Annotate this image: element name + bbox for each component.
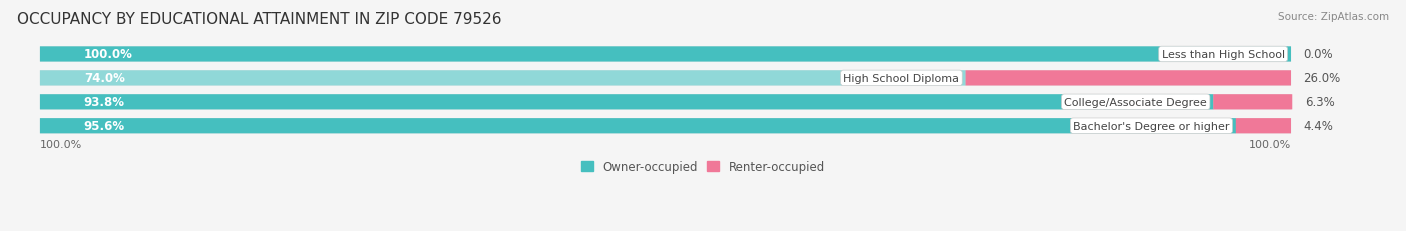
Text: College/Associate Degree: College/Associate Degree [1064, 97, 1208, 107]
Text: OCCUPANCY BY EDUCATIONAL ATTAINMENT IN ZIP CODE 79526: OCCUPANCY BY EDUCATIONAL ATTAINMENT IN Z… [17, 12, 502, 27]
Text: 74.0%: 74.0% [84, 72, 125, 85]
FancyBboxPatch shape [1213, 95, 1292, 110]
Text: 100.0%: 100.0% [1249, 139, 1291, 149]
Text: 0.0%: 0.0% [1303, 48, 1333, 61]
Text: 4.4%: 4.4% [1303, 120, 1333, 133]
Text: 26.0%: 26.0% [1303, 72, 1341, 85]
FancyBboxPatch shape [39, 47, 1291, 62]
Text: 6.3%: 6.3% [1305, 96, 1334, 109]
Text: 93.8%: 93.8% [84, 96, 125, 109]
Text: High School Diploma: High School Diploma [844, 73, 959, 84]
FancyBboxPatch shape [966, 71, 1291, 86]
FancyBboxPatch shape [39, 47, 1291, 62]
Text: 100.0%: 100.0% [84, 48, 132, 61]
Text: Less than High School: Less than High School [1161, 50, 1285, 60]
FancyBboxPatch shape [39, 119, 1236, 134]
FancyBboxPatch shape [39, 71, 966, 86]
FancyBboxPatch shape [39, 119, 1291, 134]
Legend: Owner-occupied, Renter-occupied: Owner-occupied, Renter-occupied [581, 161, 825, 173]
Text: 100.0%: 100.0% [39, 139, 83, 149]
Text: 95.6%: 95.6% [84, 120, 125, 133]
FancyBboxPatch shape [1236, 119, 1291, 134]
FancyBboxPatch shape [39, 95, 1291, 110]
Text: Bachelor's Degree or higher: Bachelor's Degree or higher [1073, 121, 1230, 131]
Text: Source: ZipAtlas.com: Source: ZipAtlas.com [1278, 12, 1389, 21]
FancyBboxPatch shape [39, 71, 1291, 86]
FancyBboxPatch shape [39, 95, 1213, 110]
